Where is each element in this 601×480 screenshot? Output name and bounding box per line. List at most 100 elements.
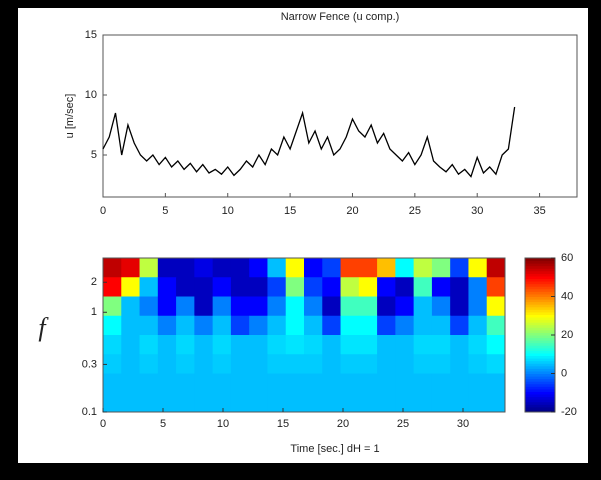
heat-cell [486,354,506,374]
heat-cell [194,335,214,355]
heat-cell [157,315,177,336]
heat-cell [194,315,214,336]
colorbar-segment [525,396,555,400]
heat-cell [340,315,360,336]
x-tick-label: 20 [346,205,358,217]
heat-cell [103,258,122,278]
heat-cell [249,335,268,355]
heat-cell [486,296,506,317]
heat-cell [450,315,469,336]
colorbar-segment [525,329,555,333]
heat-cell [395,296,415,317]
x-tick-label: 30 [457,418,469,430]
heat-cell [486,258,506,278]
heat-cell [103,315,122,336]
heat-cell [468,258,488,278]
heat-cell [486,335,506,355]
heat-cell [322,296,342,317]
heat-cell [194,296,214,317]
heat-cell [486,277,506,297]
colorbar-segment [525,306,555,310]
colorbar-segment [525,273,555,277]
x-tick-label: 5 [162,205,168,217]
colorbar-segment [525,350,555,354]
heat-cell [157,392,177,413]
heat-cell [249,315,268,336]
heat-cell [157,335,177,355]
heat-cell [304,315,323,336]
colorbar-segment [525,335,555,339]
heat-cell [468,392,488,413]
colorbar-segment [525,373,555,377]
heat-cell [212,392,232,413]
heat-cell [121,335,141,355]
heat-cell [486,373,506,394]
chart-title: Narrow Fence (u comp.) [281,11,400,23]
heat-cell [194,392,214,413]
x-axis-label: Time [sec.] dH = 1 [290,443,379,455]
heat-cell [249,373,268,394]
heat-cell [176,258,195,278]
x-tick-label: 10 [217,418,229,430]
heat-cell [322,277,342,297]
colorbar-segment [525,352,555,357]
heat-cell [468,296,488,317]
heat-cell [377,315,396,336]
y-axis-label: f [38,313,49,342]
colorbar-segment [525,340,555,344]
y-tick-label: 10 [85,89,97,101]
colorbar-segment [525,311,555,315]
colorbar-segment [525,322,555,326]
heat-cell [121,373,141,394]
heat-cell [431,315,451,336]
heat-cell [413,392,433,413]
heat-cell [249,277,268,297]
heat-cell [139,354,159,374]
y-tick-label: 1 [91,306,97,318]
heat-cell [304,258,323,278]
heat-cell [194,373,214,394]
colorbar-segment [525,394,555,398]
heat-cell [139,258,159,278]
heat-cell [285,315,305,336]
colorbar-segment [525,347,555,351]
heat-cell [267,277,287,297]
heat-cell [468,277,488,297]
heat-cell [157,296,177,317]
colorbar-tick-label: 40 [561,290,573,302]
heat-cell [340,392,360,413]
x-tick-label: 0 [100,205,106,217]
heat-cell [377,373,396,394]
heat-cell [395,392,415,413]
heat-cell [267,335,287,355]
colorbar-segment [525,283,555,287]
colorbar-segment [525,399,555,403]
colorbar-segment [525,376,555,380]
data-line [102,106,516,178]
colorbar-segment [525,381,555,385]
x-tick-label: 10 [222,205,234,217]
x-tick-label: 15 [284,205,296,217]
heat-cell [340,258,360,278]
colorbar-segment [525,291,555,295]
heat-cell [431,373,451,394]
y-tick-label: 2 [91,276,97,288]
heat-cell [358,296,378,317]
colorbar-segment [525,309,555,313]
heat-cell [285,354,305,374]
heat-cell [267,373,287,394]
colorbar-segment [525,275,555,280]
heat-cell [395,315,415,336]
heat-cell [322,335,342,355]
heat-cell [212,335,232,355]
heat-cell [322,315,342,336]
colorbar-segment [525,301,555,305]
heat-cell [413,373,433,394]
heat-cell [431,296,451,317]
heat-cell [230,258,250,278]
colorbar-segment [525,360,555,364]
colorbar-segment [525,355,555,359]
x-tick-label: 25 [409,205,421,217]
heat-cell [121,277,141,297]
